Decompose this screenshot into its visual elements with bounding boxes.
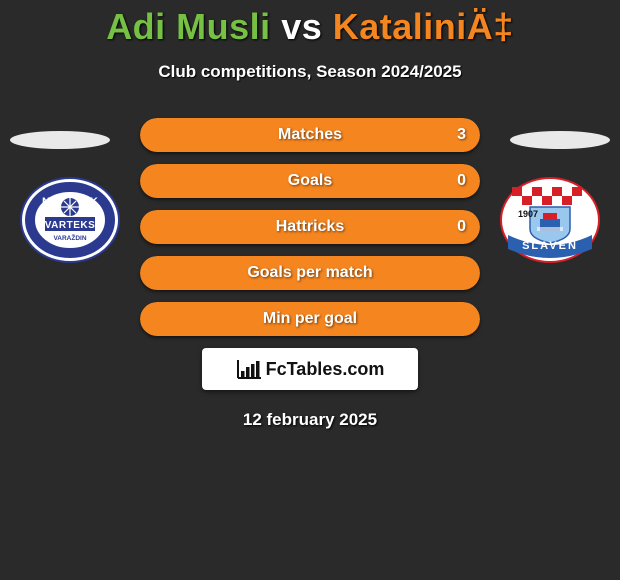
date-text: 12 february 2025 — [0, 410, 620, 430]
subtitle: Club competitions, Season 2024/2025 — [0, 62, 620, 82]
player2-name: KataliniÄ‡ — [333, 6, 514, 47]
svg-text:VARTEKS: VARTEKS — [45, 220, 96, 231]
svg-text:1907: 1907 — [518, 209, 538, 219]
varteks-badge-icon: N K VARTEKS VARAŽDIN — [20, 177, 120, 263]
stat-row: Goals0 — [140, 164, 480, 198]
stat-label: Goals — [140, 164, 480, 198]
svg-text:K: K — [90, 196, 98, 208]
club-badge-right: 1907 SLAVEN — [500, 177, 600, 263]
svg-text:SLAVEN: SLAVEN — [522, 240, 578, 252]
stat-row: Hattricks0 — [140, 210, 480, 244]
shadow-ellipse-right — [510, 131, 610, 149]
stat-value-right: 0 — [457, 164, 466, 198]
player1-name: Adi Musli — [106, 6, 271, 47]
brand-box: FcTables.com — [202, 348, 418, 390]
brand-text: FcTables.com — [266, 359, 385, 380]
svg-text:N: N — [42, 196, 50, 208]
stat-label: Goals per match — [140, 256, 480, 290]
slaven-badge-icon: 1907 SLAVEN — [500, 177, 600, 263]
stat-label: Matches — [140, 118, 480, 152]
stat-value-right: 0 — [457, 210, 466, 244]
stat-row: Min per goal — [140, 302, 480, 336]
stat-label: Min per goal — [140, 302, 480, 336]
infographic-container: Adi Musli vs KataliniÄ‡ Club competition… — [0, 0, 620, 580]
shadow-ellipse-left — [10, 131, 110, 149]
vs-text: vs — [281, 6, 322, 47]
stat-value-right: 3 — [457, 118, 466, 152]
stat-label: Hattricks — [140, 210, 480, 244]
page-title: Adi Musli vs KataliniÄ‡ — [0, 0, 620, 48]
stat-row: Matches3 — [140, 118, 480, 152]
club-badge-left: N K VARTEKS VARAŽDIN — [20, 177, 120, 263]
bar-chart-icon — [236, 358, 262, 380]
stat-row: Goals per match — [140, 256, 480, 290]
stats-list: Matches3Goals0Hattricks0Goals per matchM… — [140, 118, 480, 336]
svg-text:VARAŽDIN: VARAŽDIN — [53, 233, 86, 242]
